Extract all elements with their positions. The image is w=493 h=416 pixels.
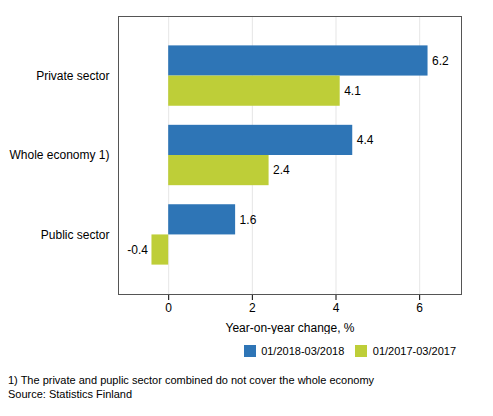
svg-text:4: 4 — [333, 301, 340, 315]
svg-text:Public sector: Public sector — [41, 228, 110, 242]
svg-text:Year-on-year change, %: Year-on-year change, % — [226, 321, 355, 335]
html-text:01/2017-03/2017: 01/2017-03/2017 — [372, 344, 456, 357]
html-text:1) The private and puplic sect: 1) The private and puplic sector combine… — [8, 373, 375, 386]
svg-text:1.6: 1.6 — [240, 213, 257, 227]
svg-text:4.1: 4.1 — [344, 84, 361, 98]
svg-text:2: 2 — [249, 301, 256, 315]
svg-text:0: 0 — [165, 301, 172, 315]
html-text:Source: Statistics Finland: Source: Statistics Finland — [8, 387, 133, 400]
svg-text:6.2: 6.2 — [432, 54, 449, 68]
svg-text:6: 6 — [416, 301, 423, 315]
svg-text:Private sector: Private sector — [36, 69, 109, 83]
svg-text:Whole economy 1): Whole economy 1) — [9, 148, 109, 162]
svg-text:2.4: 2.4 — [273, 163, 290, 177]
html-text:01/2018-03/2018: 01/2018-03/2018 — [261, 344, 345, 357]
svg-text:4.4: 4.4 — [357, 133, 374, 147]
svg-text:-0.4: -0.4 — [127, 243, 148, 257]
